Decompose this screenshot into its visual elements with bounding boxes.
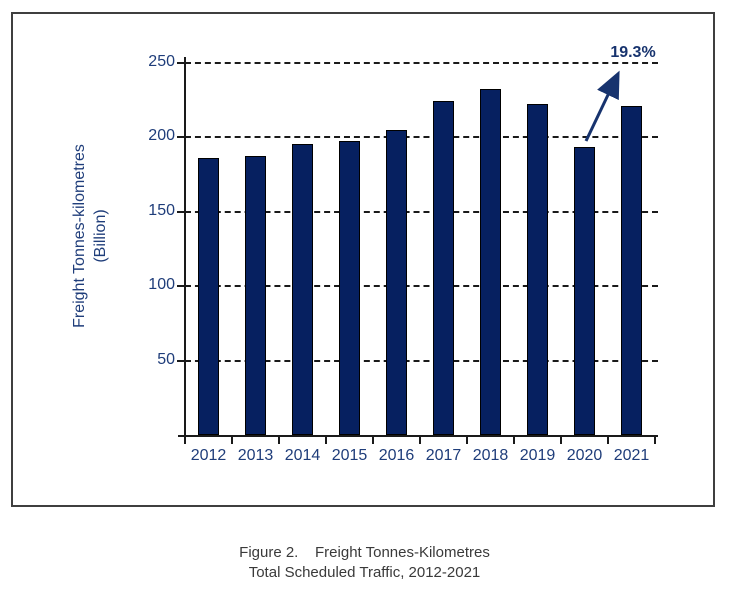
x-tick-label-2015: 2015 [331, 447, 368, 464]
y-tick-label-150: 150 [148, 201, 175, 219]
y-tick-mark-50 [177, 359, 185, 362]
bar-2013 [245, 156, 266, 435]
x-tick-label-2021: 2021 [613, 447, 650, 464]
y-tick-mark-150 [177, 210, 185, 213]
x-tick-mark-3 [325, 437, 327, 444]
x-tick-mark-1 [231, 437, 233, 444]
y-tick-label-200: 200 [148, 127, 175, 144]
y-axis-title-line1: Freight Tonnes-kilometres [71, 144, 88, 328]
x-tick-mark-5 [419, 437, 421, 444]
y-axis-line [184, 57, 186, 437]
growth-annotation-label: 19.3% [610, 44, 656, 61]
x-tick-mark-8 [560, 437, 562, 444]
x-tick-label-2013: 2013 [237, 447, 274, 464]
bar-2016 [386, 129, 407, 435]
y-tick-mark-250 [177, 61, 185, 64]
bar-2020 [574, 147, 595, 435]
x-axis-line [178, 435, 658, 437]
gridline-150 [185, 210, 658, 213]
x-tick-mark-10 [654, 437, 656, 444]
caption-line2: Total Scheduled Traffic, 2012-2021 [248, 564, 481, 581]
x-tick-label-2020: 2020 [566, 447, 603, 464]
y-tick-mark-200 [177, 136, 185, 138]
x-tick-mark-7 [513, 437, 515, 444]
x-tick-label-2018: 2018 [472, 447, 509, 464]
bar-2018 [480, 89, 501, 435]
gridline-250 [185, 61, 658, 64]
y-axis-title-line2: (Billion) [92, 209, 109, 263]
gridline-50 [185, 359, 658, 362]
bar-2014 [292, 144, 313, 435]
bar-2019 [527, 104, 548, 435]
x-tick-label-2016: 2016 [378, 447, 415, 464]
bar-2017 [433, 101, 454, 435]
gridline-100 [185, 285, 658, 287]
x-tick-mark-0 [184, 437, 186, 444]
x-tick-mark-9 [607, 437, 609, 444]
figure-caption: Figure 2. Freight Tonnes-Kilometres Tota… [0, 543, 729, 583]
caption-line1: Figure 2. Freight Tonnes-Kilometres [239, 544, 490, 561]
y-axis-title: Freight Tonnes-kilometres (Billion) [69, 84, 115, 388]
chart-frame [11, 12, 715, 507]
y-tick-mark-100 [177, 285, 185, 287]
x-tick-label-2014: 2014 [284, 447, 321, 464]
y-tick-label-50: 50 [157, 350, 175, 368]
x-tick-mark-4 [372, 437, 374, 444]
x-tick-label-2012: 2012 [190, 447, 227, 464]
bar-2015 [339, 141, 360, 435]
x-tick-mark-6 [466, 437, 468, 444]
bar-2021 [621, 105, 642, 435]
gridline-200 [185, 136, 658, 138]
y-tick-label-250: 250 [148, 52, 175, 70]
x-tick-mark-2 [278, 437, 280, 444]
bar-2012 [198, 157, 219, 435]
x-tick-label-2017: 2017 [425, 447, 462, 464]
x-tick-label-2019: 2019 [519, 447, 556, 464]
y-tick-label-100: 100 [148, 276, 175, 293]
